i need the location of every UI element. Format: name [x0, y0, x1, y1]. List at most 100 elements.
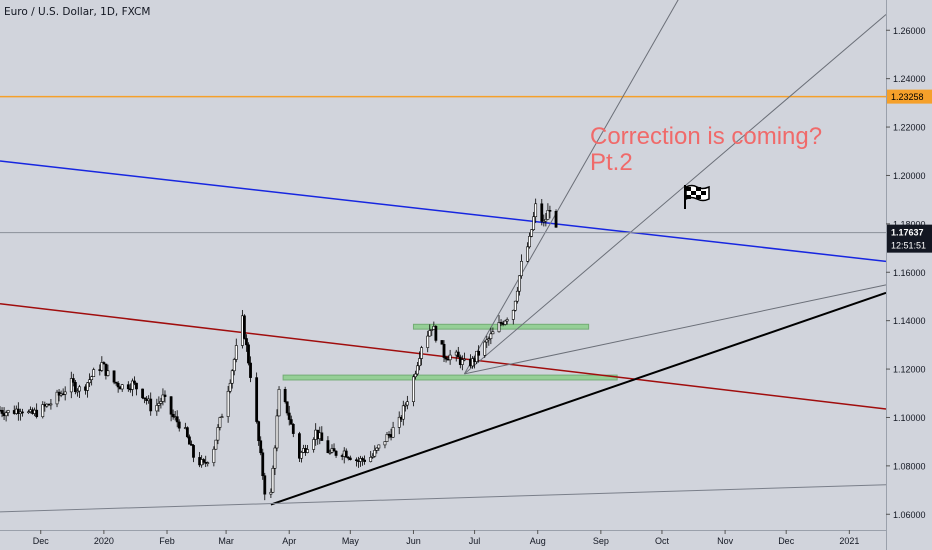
correction-annotation: Correction is coming? Pt.2 — [590, 124, 822, 176]
candle-body — [369, 457, 373, 462]
candle-body — [249, 362, 252, 378]
candle-body — [188, 436, 191, 445]
y-tick-label: 1.12000 — [893, 365, 926, 375]
checkered-flag-icon — [682, 184, 712, 210]
candle-body — [263, 475, 267, 495]
black-support — [270, 291, 887, 506]
y-tick-label: 1.16000 — [893, 268, 926, 278]
candle-body — [220, 416, 224, 418]
candle-body — [426, 335, 430, 348]
candle-body — [513, 300, 517, 311]
candle-body — [275, 415, 279, 449]
candle-body — [73, 382, 77, 392]
candle-body — [259, 440, 263, 454]
x-tick-label: Dec — [778, 536, 795, 546]
candle-body — [75, 390, 79, 393]
candle-body — [88, 379, 92, 384]
candle-body — [505, 319, 509, 322]
candle-body — [35, 409, 39, 418]
candle-body — [355, 459, 358, 462]
candle-body — [320, 432, 324, 441]
candle-body — [515, 290, 519, 302]
candle-body — [255, 377, 259, 422]
candle-body — [112, 370, 116, 383]
candle-body — [456, 351, 460, 358]
candle-body — [532, 216, 536, 230]
last-price-label: 1.17637 — [891, 228, 924, 238]
candle-body — [361, 458, 364, 461]
candle-body — [375, 447, 379, 451]
x-tick-label: Jul — [469, 536, 481, 546]
candle-body — [383, 441, 387, 446]
candle-body — [385, 434, 389, 442]
candle-body — [247, 344, 250, 364]
candle-body — [49, 403, 53, 406]
x-tick-label: Apr — [282, 536, 296, 546]
candle-body — [377, 444, 381, 449]
x-tick-label: Nov — [717, 536, 734, 546]
candle-body — [232, 359, 236, 372]
candle-body — [92, 369, 96, 377]
candle-body — [373, 450, 377, 457]
plot-area — [0, 0, 886, 530]
candle-body — [401, 405, 405, 420]
candle-body — [226, 390, 230, 417]
candle-body — [418, 358, 421, 367]
candle-body — [214, 439, 218, 450]
candle-body — [212, 448, 216, 463]
candle-body — [517, 275, 521, 292]
candle-body — [548, 210, 552, 212]
candle-body — [0, 410, 4, 414]
candle-body — [326, 440, 330, 454]
candle-body — [245, 338, 248, 346]
candle-body — [306, 449, 309, 453]
candle-body — [6, 410, 10, 413]
candle-body — [489, 333, 493, 339]
candle-body — [169, 396, 173, 415]
annotation-line-2: Pt.2 — [590, 149, 633, 176]
x-tick-label: 2021 — [839, 536, 859, 546]
candle-body — [497, 322, 501, 333]
candle-body — [206, 462, 210, 464]
candle-body — [363, 459, 366, 462]
candle-body — [534, 203, 538, 218]
candle-body — [218, 417, 222, 428]
candle-body — [520, 260, 523, 277]
candle-body — [192, 445, 195, 458]
candle-body — [491, 331, 495, 335]
candle-body — [397, 416, 401, 428]
candle-body — [487, 338, 491, 341]
candle-body — [344, 450, 348, 458]
blue-trend — [0, 160, 887, 263]
candle-body — [475, 350, 479, 363]
candle-body — [257, 421, 261, 442]
candle-body — [460, 359, 464, 365]
y-tick-label: 1.14000 — [893, 316, 926, 326]
candle-body — [412, 376, 415, 402]
annotation-line-1: Correction is coming? — [590, 123, 823, 150]
candle-body — [157, 403, 161, 406]
candle-body — [230, 370, 234, 384]
candle-body — [261, 452, 265, 477]
candle-body — [554, 211, 558, 228]
x-tick-label: 2020 — [94, 536, 114, 546]
time-axis — [0, 530, 886, 550]
last-price-box — [887, 224, 932, 253]
candle-body — [289, 419, 293, 425]
candle-body — [442, 343, 446, 358]
x-tick-label: Feb — [159, 536, 175, 546]
candle-body — [499, 322, 503, 324]
candle-body — [526, 246, 529, 262]
candle-body — [471, 358, 474, 367]
candle-body — [298, 433, 301, 459]
x-tick-label: Jun — [406, 536, 421, 546]
zone-lower — [282, 374, 618, 381]
candle-body — [185, 427, 189, 438]
fan-mid — [464, 14, 887, 375]
candle-body — [69, 378, 73, 393]
candle-body — [440, 340, 444, 345]
candle-body — [143, 397, 147, 400]
y-tick-label: 1.06000 — [893, 510, 926, 520]
